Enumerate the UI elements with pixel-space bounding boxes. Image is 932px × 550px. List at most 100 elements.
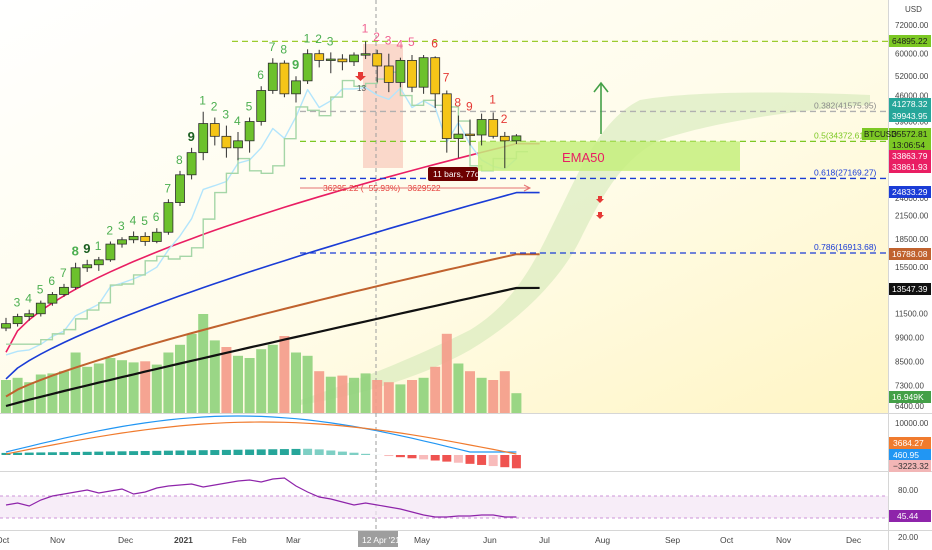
volume-bar — [175, 344, 185, 413]
price-tag — [889, 161, 931, 173]
candle[interactable] — [128, 235, 139, 241]
candle[interactable] — [418, 57, 429, 88]
candle[interactable] — [360, 53, 371, 56]
macd-histogram-bar — [256, 449, 266, 455]
candle[interactable] — [291, 80, 301, 95]
volume-bar — [35, 374, 46, 413]
candle[interactable] — [488, 119, 499, 137]
price-tag — [889, 391, 931, 403]
td-count-red: 9 — [466, 100, 473, 114]
candle[interactable] — [337, 58, 348, 63]
candle[interactable] — [407, 59, 417, 88]
td-count-green: 3 — [222, 108, 229, 122]
ema21-line — [5, 86, 517, 356]
macd-histogram-bar — [163, 450, 173, 455]
macd-histogram-bar — [105, 451, 115, 455]
td-count-red: 1 — [489, 92, 496, 106]
candle[interactable] — [453, 133, 464, 139]
candle[interactable] — [82, 264, 93, 269]
candle[interactable] — [59, 286, 69, 295]
candle[interactable] — [105, 243, 116, 261]
candle[interactable] — [221, 135, 232, 149]
price-tag-label: 13:06:54 — [892, 140, 925, 150]
candle[interactable] — [302, 53, 313, 82]
price-tick-label: 11500.00 — [895, 310, 928, 319]
candle[interactable] — [383, 65, 394, 83]
price-tag — [889, 248, 931, 260]
candle[interactable] — [24, 313, 35, 317]
volume-bar — [128, 362, 139, 413]
candle[interactable] — [35, 302, 46, 315]
volume-bar — [186, 333, 197, 413]
macd-histogram-bar — [71, 451, 81, 455]
candle[interactable] — [267, 62, 278, 91]
macd-histogram-bar — [47, 452, 57, 455]
candle[interactable] — [349, 54, 359, 63]
macd-histogram-bar — [36, 452, 46, 455]
macd-histogram-bar — [430, 455, 440, 461]
macd-histogram-bar — [477, 455, 487, 465]
candle[interactable] — [93, 259, 104, 266]
candle[interactable] — [499, 135, 510, 142]
candle[interactable] — [325, 58, 336, 61]
candle[interactable] — [47, 294, 58, 304]
price-tag-label: 33863.79 — [892, 151, 928, 161]
symbol-tag[interactable] — [862, 128, 888, 140]
candle[interactable] — [256, 90, 267, 122]
candle[interactable] — [175, 174, 185, 203]
candle[interactable] — [279, 62, 290, 95]
price-tag-label: 24833.29 — [892, 187, 928, 197]
candle[interactable] — [244, 121, 255, 142]
candle[interactable] — [163, 202, 174, 233]
time-tick-label: Dec — [118, 535, 134, 545]
candle[interactable] — [140, 235, 151, 242]
macd-histogram-bar — [13, 452, 23, 455]
candle[interactable] — [395, 59, 406, 83]
candle[interactable] — [372, 53, 383, 67]
ma-75-line — [5, 191, 540, 380]
candle[interactable] — [12, 316, 23, 325]
candle[interactable] — [186, 152, 197, 176]
volume-bar — [151, 364, 162, 413]
fib-level-label: 0.618(27169.27) — [814, 167, 877, 177]
macd-histogram-bar — [395, 455, 405, 458]
volume-bar — [198, 314, 209, 413]
macd-histogram-bar — [24, 452, 34, 455]
td-count-green: 8 — [176, 153, 183, 167]
candle[interactable] — [151, 231, 162, 242]
candle[interactable] — [430, 57, 441, 95]
candle[interactable] — [314, 53, 325, 61]
volume-bar — [499, 371, 510, 413]
ma-100-line — [5, 253, 540, 398]
macd-value-tag — [889, 437, 931, 449]
candle[interactable] — [441, 93, 452, 139]
price-tag-label: 64895.22 — [892, 36, 928, 46]
macd-histogram-bar — [233, 449, 243, 455]
candle[interactable] — [233, 140, 243, 149]
macd-histogram-bar — [152, 450, 162, 455]
macd-histogram-bar — [361, 453, 371, 455]
candle[interactable] — [465, 133, 475, 137]
candle[interactable] — [117, 239, 127, 245]
macd-value-tag — [889, 449, 931, 461]
time-tick-label: Feb — [232, 535, 247, 545]
macd-histogram-bar — [419, 455, 429, 460]
td-count-green: 5 — [141, 214, 148, 228]
td-count-green: 4 — [25, 292, 32, 306]
price-tag-label: 16.949K — [892, 392, 924, 402]
time-crosshair-tag — [358, 531, 398, 547]
td-count-green: 3 — [327, 34, 334, 48]
candle[interactable] — [476, 119, 487, 136]
macd-histogram-bar — [314, 449, 324, 455]
candle[interactable] — [511, 135, 522, 142]
price-tag — [889, 128, 931, 140]
td-count-green: 2 — [211, 100, 218, 114]
price-tick-label: 39000.00 — [895, 118, 929, 127]
target-zone-box[interactable] — [478, 141, 740, 171]
td-count-green: 2 — [106, 223, 113, 237]
candle[interactable] — [1, 323, 11, 329]
candle[interactable] — [209, 123, 220, 137]
candle[interactable] — [198, 123, 209, 154]
candle[interactable] — [70, 267, 81, 288]
